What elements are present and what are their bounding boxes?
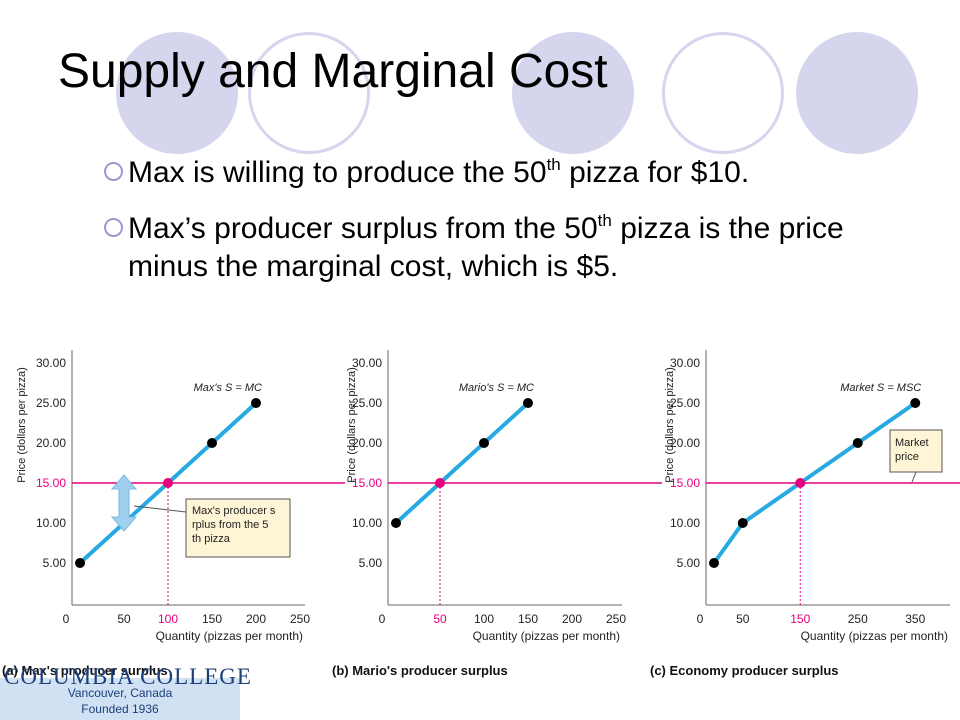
logo-location: Vancouver, Canada	[67, 686, 173, 700]
bullet-ring-icon	[104, 218, 123, 237]
equilibrium-point	[795, 478, 806, 488]
bullet-text-pre: Max’s producer surplus from the 50	[128, 212, 598, 245]
x-tick-label: 50	[433, 612, 447, 626]
data-point	[479, 438, 489, 448]
equilibrium-point	[163, 478, 173, 488]
annotation-line: Max's producer s	[192, 505, 276, 517]
data-point	[75, 558, 85, 568]
annotation-text: Max's producer s rplus from the 5 th pizza	[192, 505, 276, 545]
panel-caption: (b) Mario's producer surplus	[332, 663, 508, 678]
annotation-line: th pizza	[192, 533, 231, 545]
x-tick-label: 150	[202, 612, 222, 626]
data-point	[709, 558, 719, 568]
x-axis-label: Quantity (pizzas per month)	[801, 629, 948, 643]
charts-area: Price (dollars per pizza) 5.00 10.00 15.00 2…	[2, 350, 960, 678]
y-tick-label: 20.00	[36, 436, 66, 450]
y-tick-label: 10.00	[36, 516, 66, 530]
y-axis-label: Price (dollars per pizza)	[664, 367, 676, 483]
annotation-box	[185, 498, 291, 558]
panel-caption: (c) Economy producer surplus	[650, 663, 839, 678]
y-tick-label: 30.00	[670, 356, 700, 370]
x-tick-label: 50	[117, 612, 131, 626]
series-label: Mario's S = MC	[459, 382, 534, 394]
x-tick-label: 150	[790, 612, 810, 626]
x-tick-label: 0	[63, 612, 70, 626]
y-axis-label: Price (dollars per pizza)	[16, 367, 28, 483]
data-point	[852, 438, 863, 448]
decorative-circle	[512, 32, 634, 154]
data-point	[207, 438, 217, 448]
bullet-item: Max’s producer surplus from the 50th piz…	[104, 210, 924, 286]
series-label: Market S = MSC	[840, 382, 921, 394]
x-tick-label: 200	[562, 612, 582, 626]
series-label: Max's S = MC	[194, 382, 262, 394]
bullet-item: Max is willing to produce the 50th pizza…	[104, 154, 924, 192]
equilibrium-point	[435, 478, 445, 488]
market-price-leader	[911, 471, 917, 483]
y-tick-label: 20.00	[670, 436, 700, 450]
bullet-superscript: th	[546, 155, 561, 174]
bullet-text: Max’s producer surplus from the 50th piz…	[104, 210, 924, 286]
x-tick-label: 50	[736, 612, 750, 626]
chart-panel-2: Price (dollars per pizza) 5.00 10.00 15.00 2…	[650, 350, 960, 678]
x-tick-label: 0	[379, 612, 386, 626]
market-price-line: Market	[895, 437, 929, 449]
annotation-leader	[133, 505, 187, 513]
decorative-ring	[248, 32, 370, 154]
bullet-text-post: pizza is the price minus the marginal co…	[128, 212, 844, 283]
x-tick-label: 250	[848, 612, 868, 626]
y-tick-label: 5.00	[677, 556, 701, 570]
y-tick-label: 15.00	[352, 476, 382, 490]
y-tick-label: 25.00	[36, 396, 66, 410]
x-tick-label: 150	[518, 612, 538, 626]
x-tick-label: 250	[290, 612, 310, 626]
data-point	[910, 398, 921, 408]
data-point	[737, 518, 748, 528]
y-tick-label: 15.00	[670, 476, 700, 490]
slide-title: Supply and Marginal Cost	[58, 45, 608, 98]
college-logo-wordmark: COLUMBIA COLLEGE	[4, 664, 252, 689]
y-tick-label: 20.00	[352, 436, 382, 450]
supply-curve	[394, 401, 530, 525]
y-tick-label: 15.00	[36, 476, 66, 490]
x-axis-label: Quantity (pizzas per month)	[156, 629, 303, 643]
data-point	[251, 398, 261, 408]
panel-caption: (a) Max's producer surplus	[2, 663, 168, 678]
market-price-box	[889, 429, 943, 473]
data-point	[391, 518, 401, 528]
bullet-text-post: pizza for $10.	[560, 156, 750, 189]
x-tick-label: 100	[474, 612, 494, 626]
x-tick-label: 0	[697, 612, 704, 626]
market-price-line: price	[895, 451, 919, 463]
y-tick-label: 25.00	[670, 396, 700, 410]
y-tick-label: 5.00	[359, 556, 383, 570]
y-tick-label: 10.00	[670, 516, 700, 530]
decorative-circle	[116, 32, 238, 154]
bullet-ring-icon	[104, 162, 123, 181]
x-tick-label: 100	[158, 612, 178, 626]
y-tick-label: 30.00	[352, 356, 382, 370]
y-axis-label: Price (dollars per pizza)	[346, 367, 358, 483]
chart-panel-1: Price (dollars per pizza) 5.00 10.00 15.00 2…	[332, 350, 662, 678]
chart-panel-0: Price (dollars per pizza) 5.00 10.00 15.00 2…	[2, 350, 345, 678]
y-tick-label: 25.00	[352, 396, 382, 410]
surplus-arrow-icon	[110, 474, 138, 532]
x-tick-label: 200	[246, 612, 266, 626]
logo-background	[0, 678, 240, 720]
decorative-circle	[796, 32, 918, 154]
y-tick-label: 10.00	[352, 516, 382, 530]
x-axis-label: Quantity (pizzas per month)	[473, 629, 620, 643]
decorative-ring	[662, 32, 784, 154]
x-tick-label: 350	[905, 612, 925, 626]
x-tick-label: 250	[606, 612, 626, 626]
bullet-text-pre: Max is willing to produce the 50	[128, 156, 547, 189]
bullet-superscript: th	[597, 211, 612, 230]
bullet-text: Max is willing to produce the 50th pizza…	[104, 154, 924, 192]
y-tick-label: 5.00	[43, 556, 67, 570]
logo-founded: Founded 1936	[81, 702, 159, 716]
y-tick-label: 30.00	[36, 356, 66, 370]
market-price-label: Market price	[895, 437, 929, 463]
data-point	[523, 398, 533, 408]
annotation-line: rplus from the 5	[192, 519, 268, 531]
